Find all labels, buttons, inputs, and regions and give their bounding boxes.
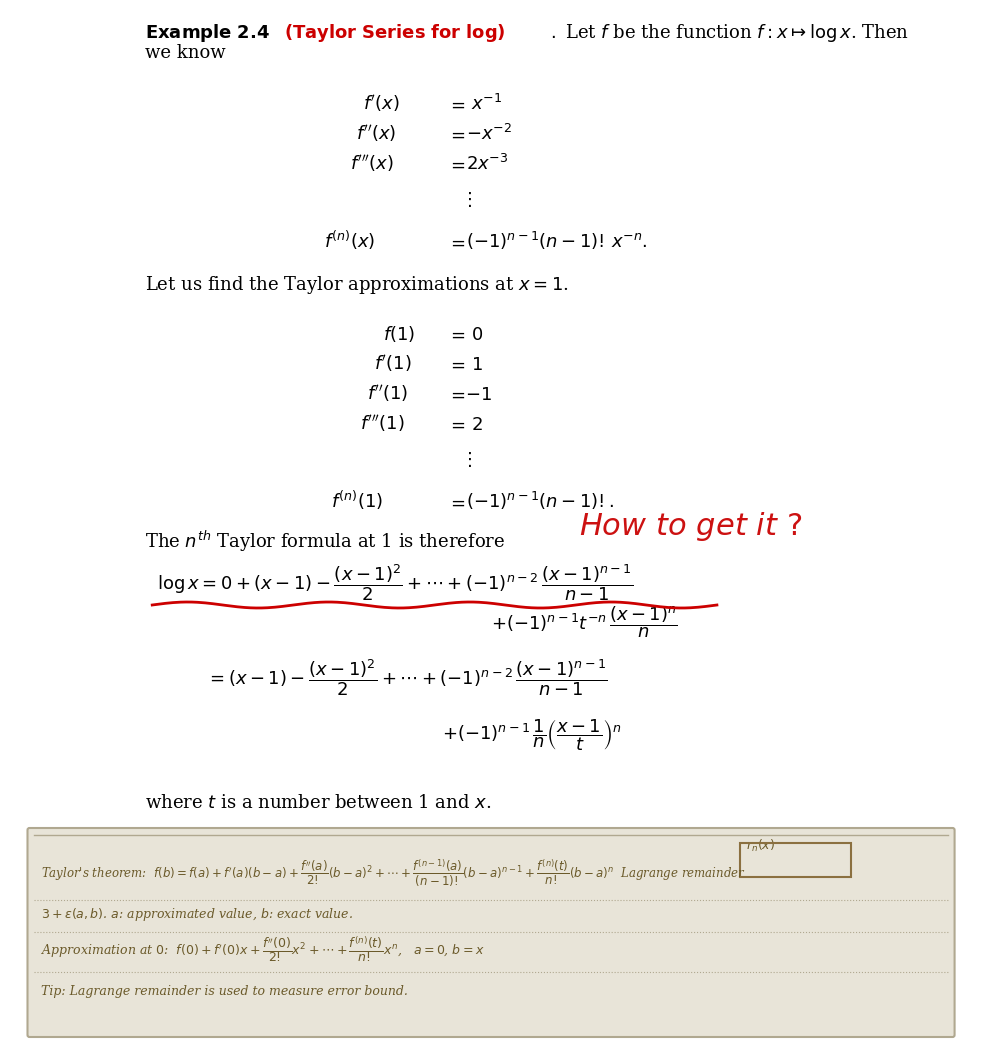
Text: $\log x = 0 + (x-1) - \dfrac{(x-1)^2}{2} + \cdots + (-1)^{n-2}\,\dfrac{(x-1)^{n-: $\log x = 0 + (x-1) - \dfrac{(x-1)^2}{2}… xyxy=(157,562,634,603)
Text: $f'(x)$: $f'(x)$ xyxy=(363,93,400,114)
Text: Approximation at $0$:  $f(0) + f'(0)x + \dfrac{f''(0)}{2!}x^2 + \cdots + \dfrac{: Approximation at $0$: $f(0) + f'(0)x + \… xyxy=(41,934,485,964)
Text: $0$: $0$ xyxy=(471,326,483,344)
Text: $2$: $2$ xyxy=(471,416,483,434)
Text: $=$: $=$ xyxy=(447,96,465,114)
Text: $f'''(1)$: $f'''(1)$ xyxy=(360,414,405,435)
Text: $\vdots$: $\vdots$ xyxy=(460,450,471,469)
Text: $=$: $=$ xyxy=(447,355,465,373)
Text: $\bf{Example\ 2.4}$: $\bf{Example\ 2.4}$ xyxy=(145,22,270,44)
Text: $f'''(x)$: $f'''(x)$ xyxy=(350,153,393,175)
Text: $=$: $=$ xyxy=(447,156,465,174)
Text: The $n^{th}$ Taylor formula at 1 is therefore: The $n^{th}$ Taylor formula at 1 is ther… xyxy=(145,529,506,554)
Text: $f^{(n)}(1)$: $f^{(n)}(1)$ xyxy=(331,489,383,512)
Text: $f''(x)$: $f''(x)$ xyxy=(356,124,397,145)
Text: $(-1)^{n-1}(n-1)!.$: $(-1)^{n-1}(n-1)!.$ xyxy=(466,490,615,512)
Text: $.\ $Let $f$ be the function $f: x \mapsto \log x$. Then: $.\ $Let $f$ be the function $f: x \maps… xyxy=(550,22,909,44)
Text: $= (x-1) - \dfrac{(x-1)^2}{2} + \cdots + (-1)^{n-2}\,\dfrac{(x-1)^{n-1}}{n-1}$: $= (x-1) - \dfrac{(x-1)^2}{2} + \cdots +… xyxy=(206,657,608,698)
Text: Taylor's theorem:  $f(b) = f(a) + f'(a)(b-a) + \dfrac{f''(a)}{2!}(b-a)^2 + \cdot: Taylor's theorem: $f(b) = f(a) + f'(a)(b… xyxy=(41,858,746,889)
Text: $x^{-1}$: $x^{-1}$ xyxy=(471,94,503,114)
Text: $+ (-1)^{n-1} t^{-n}\,\dfrac{(x-1)^{n}}{n}$: $+ (-1)^{n-1} t^{-n}\,\dfrac{(x-1)^{n}}{… xyxy=(491,604,678,640)
Text: $f''(1)$: $f''(1)$ xyxy=(367,383,408,404)
Text: $=$: $=$ xyxy=(447,234,465,252)
Text: $+ (-1)^{n-1}\,\dfrac{1}{n}\left(\dfrac{x-1}{t}\right)^{n}$: $+ (-1)^{n-1}\,\dfrac{1}{n}\left(\dfrac{… xyxy=(442,717,622,753)
Text: $(-1)^{n-1}(n-1)!\,x^{-n}.$: $(-1)^{n-1}(n-1)!\,x^{-n}.$ xyxy=(466,230,648,252)
Text: $=$: $=$ xyxy=(447,326,465,344)
Text: $2x^{-3}$: $2x^{-3}$ xyxy=(466,153,509,174)
Text: $-1$: $-1$ xyxy=(465,386,491,404)
Text: Let us find the Taylor approximations at $x = 1$.: Let us find the Taylor approximations at… xyxy=(145,274,569,296)
Text: $\vdots$: $\vdots$ xyxy=(460,190,471,209)
Text: we know: we know xyxy=(145,44,226,62)
Text: $f(1)$: $f(1)$ xyxy=(383,324,415,344)
Text: $\it{How\ to\ get\ it\ ?}$: $\it{How\ to\ get\ it\ ?}$ xyxy=(579,510,803,543)
Text: $f'(1)$: $f'(1)$ xyxy=(374,353,412,375)
Text: $\bf{(Taylor\ Series\ for\ log)}$: $\bf{(Taylor\ Series\ for\ log)}$ xyxy=(284,22,506,44)
Text: $r_n(x)$: $r_n(x)$ xyxy=(746,838,776,854)
Text: Tip: Lagrange remainder is used to measure error bound.: Tip: Lagrange remainder is used to measu… xyxy=(41,985,408,998)
Text: $=$: $=$ xyxy=(447,416,465,434)
Text: $=$: $=$ xyxy=(447,386,465,404)
Text: $1$: $1$ xyxy=(471,355,483,373)
Text: $-x^{-2}$: $-x^{-2}$ xyxy=(466,124,512,144)
Text: where $t$ is a number between 1 and $x$.: where $t$ is a number between 1 and $x$. xyxy=(145,794,492,811)
Text: $3+ \epsilon(a,b)$. $a$: approximated value, $b$: exact value.: $3+ \epsilon(a,b)$. $a$: approximated va… xyxy=(41,906,353,923)
FancyBboxPatch shape xyxy=(27,828,955,1037)
Text: $=$: $=$ xyxy=(447,126,465,144)
Text: $=$: $=$ xyxy=(447,494,465,512)
Text: $f^{(n)}(x)$: $f^{(n)}(x)$ xyxy=(324,229,375,252)
